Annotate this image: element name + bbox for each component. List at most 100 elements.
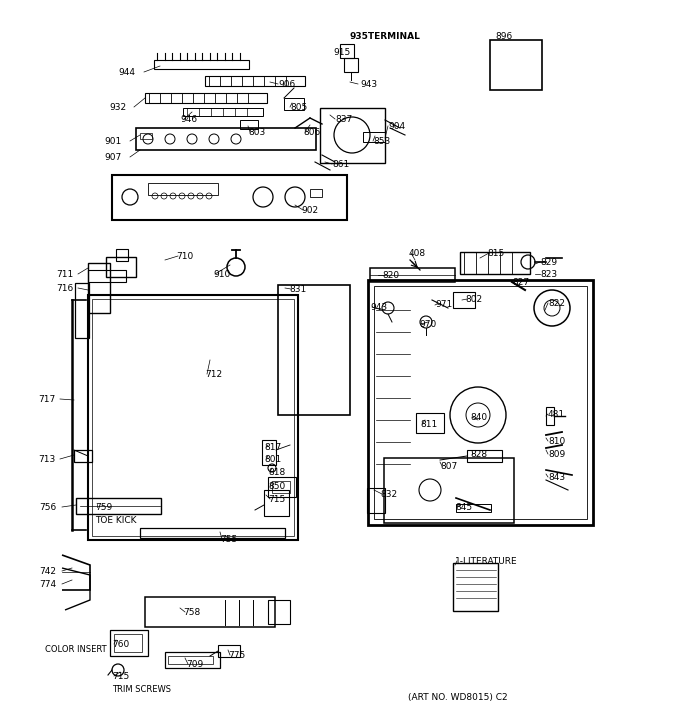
Text: 1-LITERATURE: 1-LITERATURE [455,557,517,566]
Text: 807: 807 [440,462,457,471]
Bar [284,98,304,110]
Bar [136,128,316,150]
Text: 829: 829 [540,258,557,267]
Text: 843: 843 [548,473,565,482]
Text: 944: 944 [118,68,135,77]
Text: 805: 805 [290,103,307,112]
Text: 759: 759 [95,503,112,512]
Bar [374,286,587,519]
Bar [490,40,542,90]
Text: 801: 801 [264,455,282,464]
Bar [88,263,110,313]
Bar [367,488,385,513]
Text: 910: 910 [213,270,231,279]
Bar [92,299,294,536]
Text: 755: 755 [220,535,237,544]
Text: TRIM SCREWS: TRIM SCREWS [112,685,171,694]
Text: 822: 822 [548,299,565,308]
Text: 943: 943 [370,303,387,312]
Text: 802: 802 [465,295,482,304]
Text: 971: 971 [435,300,452,309]
Bar [453,292,475,308]
Text: 946: 946 [180,115,197,124]
Bar [453,563,498,611]
Text: 481: 481 [548,410,565,419]
Bar [370,268,455,282]
Bar [268,477,296,497]
Bar [140,528,285,538]
Bar [168,656,213,664]
Bar [320,108,385,163]
Bar [416,413,444,433]
Bar [106,257,136,277]
Bar [272,481,290,493]
Text: 831: 831 [289,285,306,294]
Text: TOE KICK: TOE KICK [95,516,137,525]
Text: 837: 837 [335,115,352,124]
Text: 742: 742 [39,567,56,576]
Text: 906: 906 [278,80,295,89]
Bar [340,44,354,58]
Bar [110,630,148,656]
Text: 711: 711 [56,270,73,279]
Text: 904: 904 [388,122,405,131]
Bar [278,285,350,415]
Text: 828: 828 [470,450,487,459]
Bar [264,490,289,516]
Bar [546,407,554,425]
Text: 896: 896 [495,32,512,41]
Text: 709: 709 [186,660,203,669]
Bar [145,93,267,103]
Text: 907: 907 [105,153,122,162]
Bar [205,76,305,86]
Text: 710: 710 [176,252,193,261]
Text: 712: 712 [205,370,222,379]
Bar [368,280,593,525]
Bar [310,189,322,197]
Bar [154,60,249,69]
Text: 810: 810 [548,437,565,446]
Bar [116,249,128,261]
Text: 760: 760 [112,640,129,649]
Text: 716: 716 [56,284,73,293]
Text: 845: 845 [455,503,472,512]
Text: 775: 775 [228,651,245,660]
Text: 943: 943 [360,80,377,89]
Text: 902: 902 [301,206,318,215]
Bar [363,132,385,142]
Text: 717: 717 [38,395,55,404]
Text: 809: 809 [548,450,565,459]
Text: (ART NO. WD8015) C2: (ART NO. WD8015) C2 [408,693,508,702]
Bar [456,504,491,512]
Bar [460,252,530,274]
Bar [88,270,126,282]
Bar [268,600,290,624]
Text: 756: 756 [39,503,56,512]
Text: 817: 817 [264,443,282,452]
Text: 811: 811 [420,420,437,429]
Text: 758: 758 [183,608,200,617]
Bar [76,498,161,514]
Bar [384,458,514,523]
Text: 774: 774 [39,580,56,589]
Text: 853: 853 [373,137,390,146]
Text: 823: 823 [540,270,557,279]
Bar [148,183,218,195]
Bar [218,645,240,657]
Text: 901: 901 [105,137,122,146]
Bar [183,108,263,116]
Text: 713: 713 [38,455,55,464]
Bar [74,450,92,462]
Text: 932: 932 [109,103,126,112]
Text: 818: 818 [268,468,285,477]
Bar [344,58,358,72]
Text: 408: 408 [409,249,426,258]
Text: 840: 840 [470,413,487,422]
Text: 815: 815 [487,249,505,258]
Text: COLOR INSERT: COLOR INSERT [45,645,107,654]
Bar [140,133,152,139]
Text: 970: 970 [419,320,437,329]
Text: 935TERMINAL: 935TERMINAL [350,32,421,41]
Bar [112,175,347,220]
Text: 806: 806 [303,128,320,137]
